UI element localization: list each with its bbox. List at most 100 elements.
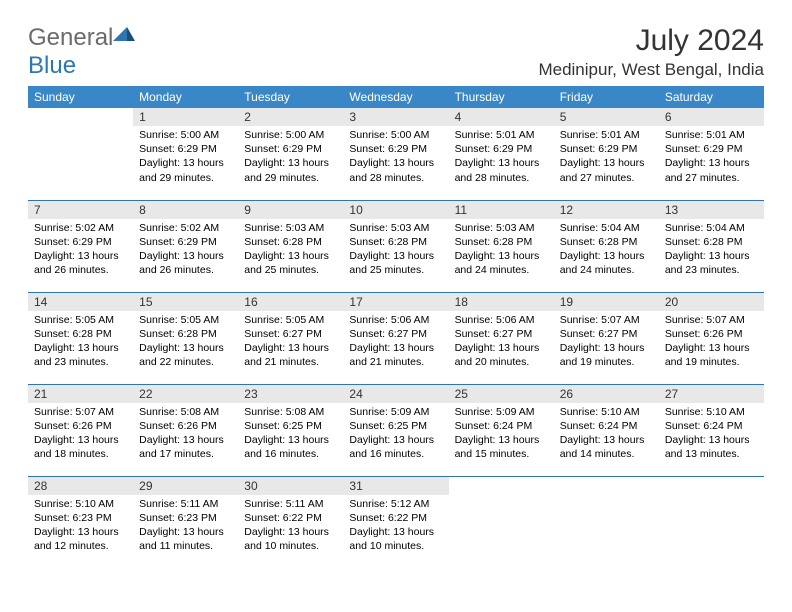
sunset-line: Sunset: 6:29 PM xyxy=(139,143,217,155)
day-details: Sunrise: 5:10 AMSunset: 6:24 PMDaylight:… xyxy=(659,403,764,466)
day-number: 10 xyxy=(343,201,448,219)
sunset-line: Sunset: 6:25 PM xyxy=(349,420,427,432)
sunrise-line: Sunrise: 5:00 AM xyxy=(244,129,324,141)
day-details: Sunrise: 5:04 AMSunset: 6:28 PMDaylight:… xyxy=(659,219,764,282)
day-details: Sunrise: 5:02 AMSunset: 6:29 PMDaylight:… xyxy=(28,219,133,282)
sunrise-line: Sunrise: 5:07 AM xyxy=(665,314,745,326)
sunset-line: Sunset: 6:24 PM xyxy=(455,420,533,432)
calendar-cell: 27Sunrise: 5:10 AMSunset: 6:24 PMDayligh… xyxy=(659,384,764,476)
calendar-cell: 22Sunrise: 5:08 AMSunset: 6:26 PMDayligh… xyxy=(133,384,238,476)
logo: GeneralBlue xyxy=(28,24,135,80)
sunrise-line: Sunrise: 5:12 AM xyxy=(349,498,429,510)
logo-text-gray: General xyxy=(28,24,113,51)
day-number: 13 xyxy=(659,201,764,219)
sunrise-line: Sunrise: 5:03 AM xyxy=(244,222,324,234)
calendar-cell: 5Sunrise: 5:01 AMSunset: 6:29 PMDaylight… xyxy=(554,108,659,200)
day-details: Sunrise: 5:10 AMSunset: 6:24 PMDaylight:… xyxy=(554,403,659,466)
daylight-line: Daylight: 13 hours and 19 minutes. xyxy=(560,342,645,368)
calendar-cell: 29Sunrise: 5:11 AMSunset: 6:23 PMDayligh… xyxy=(133,476,238,568)
daylight-line: Daylight: 13 hours and 24 minutes. xyxy=(455,250,540,276)
day-number: 31 xyxy=(343,477,448,495)
sunrise-line: Sunrise: 5:06 AM xyxy=(455,314,535,326)
sunrise-line: Sunrise: 5:05 AM xyxy=(34,314,114,326)
sunset-line: Sunset: 6:27 PM xyxy=(560,328,638,340)
day-number: 26 xyxy=(554,385,659,403)
day-number: 11 xyxy=(449,201,554,219)
daylight-line: Daylight: 13 hours and 29 minutes. xyxy=(139,157,224,183)
sunset-line: Sunset: 6:29 PM xyxy=(139,236,217,248)
sunset-line: Sunset: 6:28 PM xyxy=(560,236,638,248)
sunset-line: Sunset: 6:22 PM xyxy=(244,512,322,524)
day-number: 12 xyxy=(554,201,659,219)
day-details: Sunrise: 5:03 AMSunset: 6:28 PMDaylight:… xyxy=(238,219,343,282)
calendar-cell: 19Sunrise: 5:07 AMSunset: 6:27 PMDayligh… xyxy=(554,292,659,384)
daylight-line: Daylight: 13 hours and 25 minutes. xyxy=(349,250,434,276)
day-details: Sunrise: 5:04 AMSunset: 6:28 PMDaylight:… xyxy=(554,219,659,282)
day-number: 29 xyxy=(133,477,238,495)
daylight-line: Daylight: 13 hours and 27 minutes. xyxy=(665,157,750,183)
calendar-cell: 24Sunrise: 5:09 AMSunset: 6:25 PMDayligh… xyxy=(343,384,448,476)
daylight-line: Daylight: 13 hours and 26 minutes. xyxy=(34,250,119,276)
day-details: Sunrise: 5:11 AMSunset: 6:22 PMDaylight:… xyxy=(238,495,343,558)
sunset-line: Sunset: 6:28 PM xyxy=(139,328,217,340)
calendar-cell: 30Sunrise: 5:11 AMSunset: 6:22 PMDayligh… xyxy=(238,476,343,568)
day-number: 20 xyxy=(659,293,764,311)
logo-text-blue: Blue xyxy=(28,52,76,79)
day-details: Sunrise: 5:12 AM Sunset: 6:22 PM Daylight:… xyxy=(343,495,448,558)
sunset-line: Sunset: 6:23 PM xyxy=(139,512,217,524)
sunrise-line: Sunrise: 5:10 AM xyxy=(665,406,745,418)
sunset-line: Sunset: 6:28 PM xyxy=(244,236,322,248)
day-details: Sunrise: 5:10 AMSunset: 6:23 PMDaylight:… xyxy=(28,495,133,558)
day-number: 2 xyxy=(238,108,343,126)
calendar-cell: 25Sunrise: 5:09 AMSunset: 6:24 PMDayligh… xyxy=(449,384,554,476)
sunset-line: Sunset: 6:25 PM xyxy=(244,420,322,432)
day-number: 19 xyxy=(554,293,659,311)
day-details: Sunrise: 5:07 AMSunset: 6:27 PMDaylight:… xyxy=(554,311,659,374)
daylight-line: Daylight: 13 hours and 18 minutes. xyxy=(34,434,119,460)
calendar-cell: 7Sunrise: 5:02 AMSunset: 6:29 PMDaylight… xyxy=(28,200,133,292)
sunset-line: Sunset: 6:24 PM xyxy=(665,420,743,432)
calendar-cell: 2 Sunrise: 5:00 AM Sunset: 6:29 PM Daylight… xyxy=(238,108,343,200)
calendar-cell xyxy=(659,476,764,568)
sunset-line: Sunset: 6:28 PM xyxy=(455,236,533,248)
day-details: Sunrise: 5:00 AM Sunset: 6:29 PM Daylight:… xyxy=(238,126,343,189)
calendar-cell: 18Sunrise: 5:06 AMSunset: 6:27 PMDayligh… xyxy=(449,292,554,384)
sunset-line: Sunset: 6:22 PM xyxy=(349,512,427,524)
day-number: 7 xyxy=(28,201,133,219)
sunset-line: Sunset: 6:27 PM xyxy=(244,328,322,340)
daylight-line: Daylight: 13 hours and 26 minutes. xyxy=(139,250,224,276)
sunset-line: Sunset: 6:29 PM xyxy=(455,143,533,155)
day-number: 16 xyxy=(238,293,343,311)
day-details: Sunrise: 5:03 AMSunset: 6:28 PMDaylight:… xyxy=(449,219,554,282)
sunrise-line: Sunrise: 5:06 AM xyxy=(349,314,429,326)
day-details: Sunrise: 5:02 AMSunset: 6:29 PMDaylight:… xyxy=(133,219,238,282)
calendar-cell: 26Sunrise: 5:10 AMSunset: 6:24 PMDayligh… xyxy=(554,384,659,476)
calendar-cell: 20Sunrise: 5:07 AMSunset: 6:26 PMDayligh… xyxy=(659,292,764,384)
calendar-cell: 3Sunrise: 5:00 AMSunset: 6:29 PMDaylight… xyxy=(343,108,448,200)
day-number: 1 xyxy=(133,108,238,126)
col-friday: Friday xyxy=(554,86,659,108)
daylight-line: Daylight: 13 hours and 10 minutes. xyxy=(349,526,434,552)
sunrise-line: Sunrise: 5:04 AM xyxy=(560,222,640,234)
calendar-week-row: 28Sunrise: 5:10 AMSunset: 6:23 PMDayligh… xyxy=(28,476,764,568)
sunrise-line: Sunrise: 5:09 AM xyxy=(455,406,535,418)
weekday-header-row: Sunday Monday Tuesday Wednesday Thursday… xyxy=(28,86,764,108)
header-bar: GeneralBlue July 2024 Medinipur, West Be… xyxy=(28,24,764,80)
day-details: Sunrise: 5:09 AM Sunset: 6:24 PM Daylight:… xyxy=(449,403,554,466)
sunrise-line: Sunrise: 5:10 AM xyxy=(34,498,114,510)
logo-text: GeneralBlue xyxy=(28,24,135,80)
sunrise-line: Sunrise: 5:10 AM xyxy=(560,406,640,418)
daylight-line: Daylight: 13 hours and 29 minutes. xyxy=(244,157,329,183)
sunrise-line: Sunrise: 5:00 AM xyxy=(139,129,219,141)
sunset-line: Sunset: 6:29 PM xyxy=(244,143,322,155)
day-number: 5 xyxy=(554,108,659,126)
day-number: 14 xyxy=(28,293,133,311)
daylight-line: Daylight: 13 hours and 15 minutes. xyxy=(455,434,540,460)
day-details: Sunrise: 5:03 AMSunset: 6:28 PMDaylight:… xyxy=(343,219,448,282)
sunrise-line: Sunrise: 5:01 AM xyxy=(560,129,640,141)
day-number: 9 xyxy=(238,201,343,219)
sunset-line: Sunset: 6:28 PM xyxy=(665,236,743,248)
calendar-cell xyxy=(28,108,133,200)
calendar-cell: 6Sunrise: 5:01 AMSunset: 6:29 PMDaylight… xyxy=(659,108,764,200)
day-details: Sunrise: 5:06 AMSunset: 6:27 PMDaylight:… xyxy=(449,311,554,374)
